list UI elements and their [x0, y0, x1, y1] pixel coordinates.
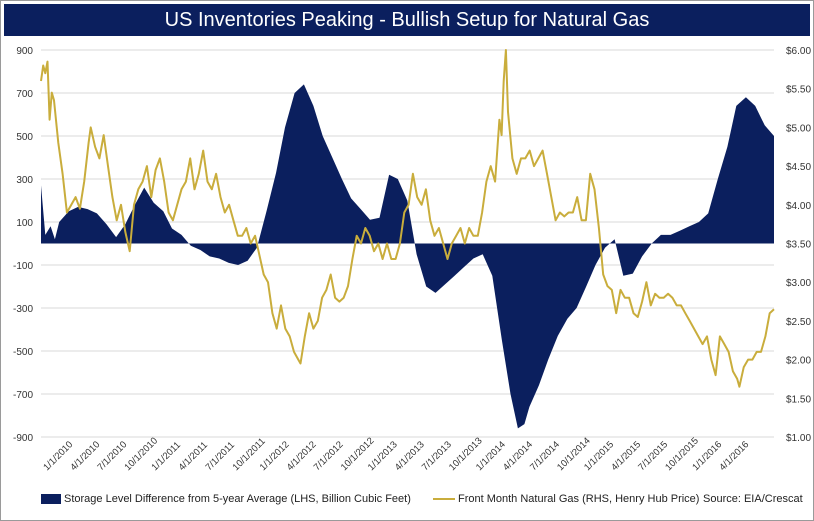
y-left-tick-label: -100 — [13, 261, 33, 272]
legend-label-gas: Front Month Natural Gas (RHS, Henry Hub … — [458, 493, 700, 505]
legend-swatch-storage — [41, 494, 61, 505]
y-left-tick-label: -300 — [13, 304, 33, 315]
y-left-tick-label: 300 — [16, 175, 33, 186]
y-left-tick-label: 100 — [16, 218, 33, 229]
legend-label-storage: Storage Level Difference from 5-year Ave… — [64, 493, 411, 505]
y-left-tick-label: -700 — [13, 390, 33, 401]
y-right-tick-label: $5.50 — [786, 85, 811, 96]
legend-item-storage: Storage Level Difference from 5-year Ave… — [41, 493, 411, 505]
y-left-tick-label: 500 — [16, 132, 33, 143]
y-right-tick-label: $1.50 — [786, 394, 811, 405]
x-tick-label: 4/1/2016 — [717, 439, 751, 473]
y-right-tick-label: $4.50 — [786, 162, 811, 173]
storage-area — [41, 84, 774, 429]
y-right-tick-label: $4.00 — [786, 201, 811, 212]
chart-title: US Inventories Peaking - Bullish Setup f… — [4, 4, 810, 36]
y-right-tick-label: $2.50 — [786, 317, 811, 328]
legend: Storage Level Difference from 5-year Ave… — [41, 491, 811, 511]
y-left-tick-label: -500 — [13, 347, 33, 358]
y-left-tick-label: -900 — [13, 433, 33, 444]
gas-price-line — [40, 49, 775, 388]
y-right-tick-label: $1.00 — [786, 433, 811, 444]
y-left-tick-label: 700 — [16, 89, 33, 100]
source-note: Source: EIA/Crescat — [703, 493, 803, 505]
legend-swatch-gas — [433, 498, 455, 501]
y-left-tick-label: 900 — [16, 46, 33, 57]
y-right-tick-label: $3.50 — [786, 240, 811, 251]
y-right-tick-label: $6.00 — [786, 46, 811, 57]
y-right-tick-label: $2.00 — [786, 356, 811, 367]
y-right-tick-label: $5.00 — [786, 123, 811, 134]
legend-item-gas: Front Month Natural Gas (RHS, Henry Hub … — [433, 493, 699, 505]
y-right-tick-label: $3.00 — [786, 278, 811, 289]
